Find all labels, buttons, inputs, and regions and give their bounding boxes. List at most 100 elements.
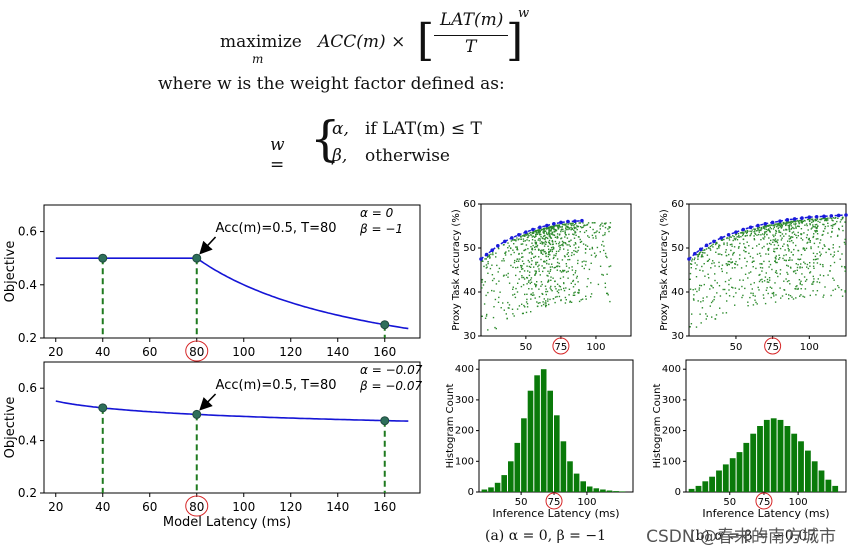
scatter-point	[524, 235, 526, 237]
scatter-point	[549, 270, 551, 272]
scatter-point	[792, 236, 794, 238]
scatter-point	[535, 245, 537, 248]
scatter-point	[489, 256, 491, 258]
scatter-point	[606, 273, 608, 275]
scatter-point	[526, 283, 528, 285]
scatter-point	[697, 300, 699, 302]
scatter-point	[541, 237, 544, 239]
scatter-point	[817, 225, 819, 227]
scatter-point	[573, 244, 575, 246]
scatter-point	[550, 276, 552, 278]
scatter-point	[809, 222, 811, 225]
scatter-point	[531, 260, 533, 262]
scatter-point	[798, 221, 800, 224]
x-axis-label: Model Latency (ms)	[163, 515, 291, 530]
scatter-point	[503, 309, 505, 311]
scatter-point	[812, 290, 814, 292]
scatter-point	[736, 264, 739, 266]
scatter-point	[693, 294, 695, 296]
scatter-point	[770, 296, 772, 299]
scatter-point	[729, 260, 731, 263]
scatter-point	[764, 232, 766, 234]
scatter-point	[488, 255, 490, 257]
scatter-point	[701, 307, 704, 309]
y-tick-label: 30	[671, 331, 684, 342]
scatter-point	[775, 255, 777, 257]
scatter-point	[767, 248, 769, 250]
scatter-point	[576, 228, 578, 231]
scatter-point	[530, 246, 532, 248]
pareto-point	[844, 213, 848, 217]
scatter-point	[531, 236, 533, 238]
scatter-point	[776, 240, 778, 243]
scatter-point	[791, 232, 793, 234]
scatter-point	[548, 229, 550, 232]
scatter-point	[507, 301, 509, 304]
y-tick-label: 0.4	[18, 278, 37, 292]
pareto-point	[836, 213, 841, 218]
scatter-point	[781, 237, 783, 239]
scatter-point	[774, 301, 777, 303]
scatter-point	[551, 227, 554, 230]
scatter-point	[817, 238, 819, 240]
x-tick-label: 20	[48, 500, 63, 514]
scatter-point	[534, 246, 536, 248]
scatter-point	[738, 288, 740, 290]
scatter-point	[577, 259, 579, 262]
scatter-point	[525, 301, 528, 303]
histogram-bar	[534, 375, 540, 492]
scatter-point	[700, 322, 702, 324]
scatter-point	[795, 244, 797, 247]
scatter-point	[550, 285, 552, 288]
scatter-point	[532, 232, 535, 234]
scatter-point	[780, 222, 782, 224]
scatter-point	[714, 273, 716, 275]
scatter-point	[721, 254, 723, 256]
scatter-point	[568, 288, 571, 290]
scatter-point	[547, 280, 550, 283]
scatter-point	[778, 258, 780, 260]
scatter-point	[786, 271, 788, 274]
scatter-point	[483, 265, 485, 268]
scatter-point	[538, 249, 540, 251]
scatter-point	[758, 233, 760, 236]
scatter-point	[785, 254, 787, 256]
y-tick-label: 200	[662, 426, 681, 437]
scatter-point	[833, 251, 836, 253]
scatter-point	[574, 283, 576, 286]
scatter-point	[548, 231, 550, 233]
scatter-point	[697, 254, 699, 256]
y-tick-label: 200	[455, 426, 474, 437]
histogram-bar	[613, 491, 619, 492]
x-tick-label: 20	[48, 345, 63, 359]
scatter-point	[813, 226, 815, 228]
scatter-point	[779, 223, 781, 225]
scatter-point	[752, 266, 754, 268]
scatter-point	[573, 227, 576, 229]
scatter-point	[572, 279, 575, 282]
scatter-point	[765, 226, 767, 228]
scatter-point	[555, 229, 557, 231]
scatter-point	[759, 273, 761, 276]
scatter-point	[736, 236, 738, 238]
scatter-point	[545, 232, 548, 234]
scatter-point	[690, 323, 693, 325]
case1-condition: if LAT(m) ≤ T	[365, 119, 482, 139]
scatter-point	[778, 222, 780, 225]
scatter-point	[719, 253, 721, 255]
scatter-point	[724, 280, 727, 283]
scatter-point	[783, 243, 785, 245]
scatter-point	[800, 228, 803, 230]
x-tick-label: 120	[279, 500, 302, 514]
scatter-point	[555, 253, 557, 255]
scatter-point	[482, 260, 484, 262]
scatter-point	[503, 260, 505, 262]
scatter-point	[530, 277, 533, 279]
scatter-point	[753, 231, 755, 233]
scatter-point	[534, 239, 536, 242]
scatter-point	[583, 267, 585, 270]
scatter-point	[544, 235, 546, 237]
scatter-point	[585, 298, 587, 300]
scatter-point	[829, 270, 831, 272]
y-tick-label: 50	[463, 243, 476, 254]
